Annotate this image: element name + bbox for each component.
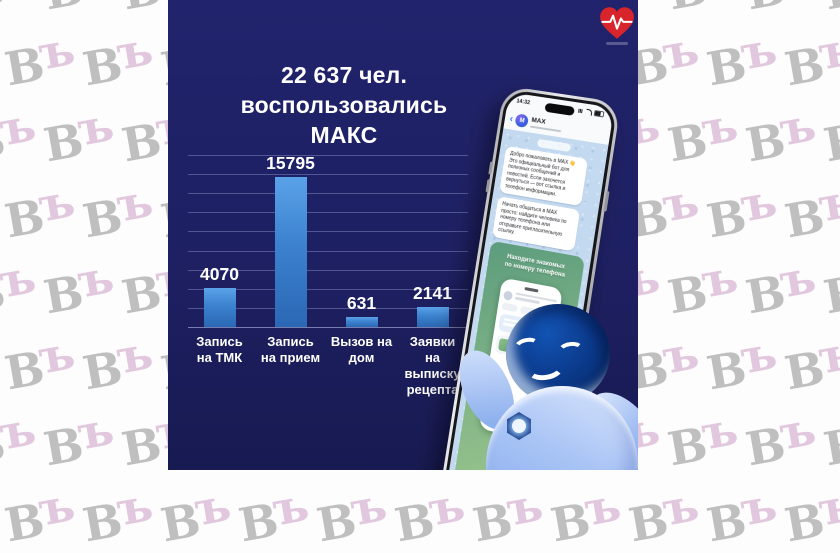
watermark-letters: Въ: [819, 417, 840, 477]
status-time: 14:32: [515, 98, 531, 107]
gridline: [188, 251, 468, 252]
watermark-letters: Въ: [156, 477, 232, 553]
chat-date-pill: [536, 138, 572, 153]
robot-smile: [524, 353, 566, 383]
chart-column: 2141: [397, 155, 468, 327]
gridline: [188, 289, 468, 290]
watermark-letters: Въ: [742, 0, 818, 21]
watermark-letters: Въ: [702, 21, 778, 97]
watermark-letters: Въ: [0, 325, 76, 401]
heart-pulse-icon: [600, 7, 634, 39]
watermark-letters: Въ: [741, 249, 817, 325]
watermark-letters: Въ: [780, 477, 840, 553]
watermark-letters: Въ: [819, 113, 840, 173]
watermark-letters: Въ: [40, 0, 116, 21]
watermark-letters: Въ: [0, 173, 76, 249]
mini-phone-island: [524, 286, 539, 293]
battery-icon: [593, 110, 605, 118]
watermark-letters: Въ: [741, 401, 817, 477]
watermark-letters: Въ: [664, 0, 740, 21]
infographic-panel: 22 637 чел. воспользовались МАКС 4070 157…: [168, 0, 638, 470]
watermark-letters: Въ: [0, 477, 76, 553]
watermark-letters: Въ: [0, 249, 37, 325]
watermark-letters: Въ: [312, 477, 388, 553]
chat-message-text: Добро пожаловать в МАХ 👋 Это официальный…: [504, 150, 576, 198]
watermark-letters: Въ: [624, 477, 700, 553]
bar-Запись на ТМК: [203, 288, 236, 327]
watermark-letters: Въ: [78, 477, 154, 553]
gridline: [188, 193, 468, 194]
chart-column: 631: [326, 155, 397, 327]
logo-caption: [606, 42, 628, 45]
chat-message-text: Начать общаться в МАХ просто: найдите че…: [497, 200, 567, 238]
gridline: [188, 174, 468, 175]
gridline: [188, 155, 468, 156]
watermark-letters: Въ: [702, 173, 778, 249]
watermark-letters: Въ: [0, 401, 37, 477]
bar-Заявки на выписку рецепта: [416, 307, 449, 327]
watermark-letters: Въ: [702, 325, 778, 401]
chat-avatar: M: [514, 113, 530, 129]
robot-eye: [557, 340, 585, 361]
attachment-caption: Находите знакомых по номеру телефона: [504, 253, 566, 279]
watermark-letters: Въ: [663, 97, 739, 173]
category-label: Заявки на выписку рецепта: [404, 334, 461, 397]
watermark-letters: Въ: [819, 265, 840, 325]
bar-Вызов на дом: [345, 317, 378, 327]
watermark-letters: Въ: [780, 173, 840, 249]
bar-value-label: 631: [346, 293, 377, 313]
gridline: [188, 212, 468, 213]
watermark-letters: Въ: [780, 21, 840, 97]
watermark-letters: Въ: [78, 173, 154, 249]
gridline: [188, 308, 468, 309]
gridline: [188, 327, 468, 328]
watermark-letters: Въ: [0, 21, 76, 97]
phone-power-button: [603, 190, 610, 212]
back-chevron-icon: ‹: [508, 112, 514, 125]
bar-Запись на прием: [274, 177, 307, 327]
chart-bars: 4070 15795 631 2141: [184, 153, 468, 327]
chat-bubble: Добро пожаловать в МАХ 👋 Это официальный…: [499, 145, 589, 207]
watermark-letters: Въ: [663, 401, 739, 477]
watermark-letters: Въ: [546, 477, 622, 553]
watermark-letters: Въ: [780, 325, 840, 401]
category-label: Запись на ТМК: [196, 334, 243, 365]
watermark-letters: Въ: [234, 477, 310, 553]
bar-chart: 4070 15795 631 2141: [184, 153, 468, 328]
watermark-letters: Въ: [468, 477, 544, 553]
watermark-letters: Въ: [702, 477, 778, 553]
watermark-letters: Въ: [39, 97, 115, 173]
bar-value-label: 4070: [200, 264, 239, 284]
status-icons: [578, 108, 605, 118]
watermark-letters: Въ: [0, 0, 38, 21]
watermark-letters: Въ: [78, 21, 154, 97]
chart-column: 4070: [184, 155, 255, 327]
watermark-letters: Въ: [390, 477, 466, 553]
watermark-letters: Въ: [39, 249, 115, 325]
gridline: [188, 231, 468, 232]
watermark-letters: Въ: [741, 97, 817, 173]
watermark-letters: Въ: [78, 325, 154, 401]
watermark-letters: Въ: [0, 97, 37, 173]
category-label: Вызов на дом: [330, 334, 393, 365]
page-title: 22 637 чел. воспользовались МАКС: [240, 62, 448, 148]
watermark-letters: Въ: [820, 0, 840, 21]
watermark-letters: Въ: [663, 249, 739, 325]
gridline: [188, 270, 468, 271]
wifi-icon: [585, 108, 593, 116]
robot-eye: [512, 335, 542, 358]
robot-chest-light: [512, 419, 526, 433]
mini-avatar: [503, 289, 514, 301]
chart-column: 15795: [255, 153, 326, 327]
category-label: Запись на прием: [260, 334, 321, 365]
bar-value-label: 15795: [266, 153, 315, 173]
watermark-letters: Въ: [39, 401, 115, 477]
bar-value-label: 2141: [413, 283, 452, 303]
signal-icon: [578, 108, 585, 114]
chart-category-labels: Запись на ТМК Запись на прием Вызов на дом Зая…: [184, 334, 468, 398]
